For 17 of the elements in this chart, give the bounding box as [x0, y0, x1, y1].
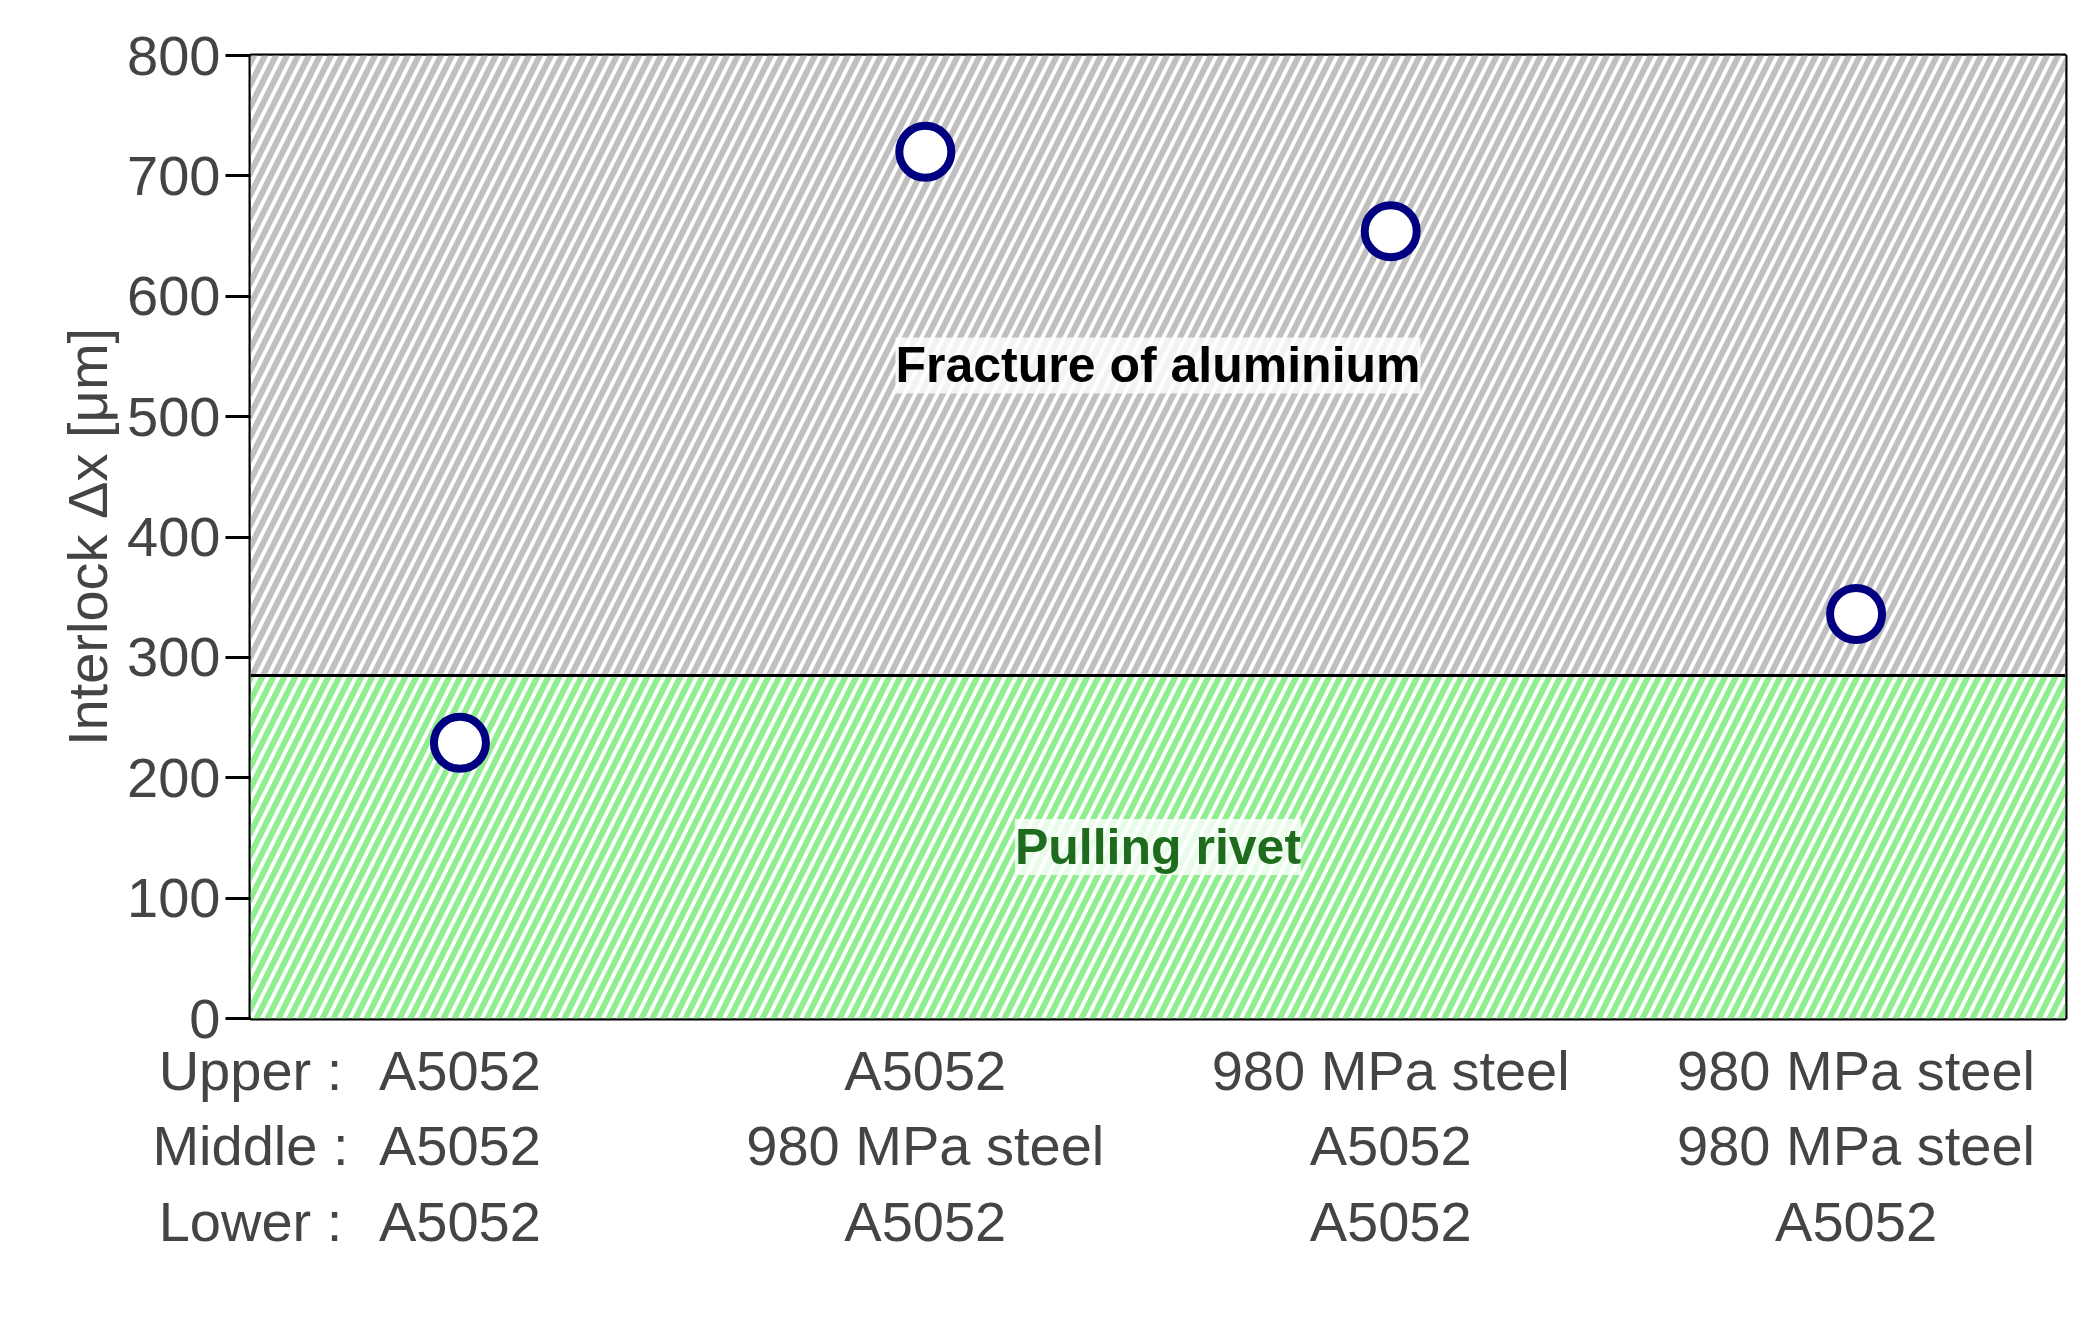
y-tick-label: 100 — [127, 866, 221, 930]
y-tick-label: 200 — [127, 745, 221, 809]
y-tick-label: 300 — [127, 625, 221, 689]
x-tick-label: A5052 980 MPa steel A5052 — [746, 1038, 1105, 1253]
x-tick-label: A5052 A5052 A5052 — [378, 1038, 541, 1253]
y-tick-label: 600 — [127, 264, 221, 328]
x-tick-label: 980 MPa steel 980 MPa steel A5052 — [1677, 1038, 2036, 1253]
y-tick-label: 400 — [127, 505, 221, 568]
band-label: Fracture of aluminium — [895, 337, 1421, 394]
band-label: Pulling rivet — [1014, 818, 1302, 875]
y-axis-title: Interlock Δx [μm] — [56, 327, 120, 747]
y-tick-label: 700 — [127, 143, 221, 207]
x-tick-label: 980 MPa steel A5052 A5052 — [1211, 1038, 1570, 1253]
text: Middle : — [152, 1114, 349, 1178]
text: Lower : — [158, 1189, 343, 1253]
y-tick-label: 500 — [127, 384, 221, 448]
y-tick-label: 800 — [127, 23, 221, 87]
